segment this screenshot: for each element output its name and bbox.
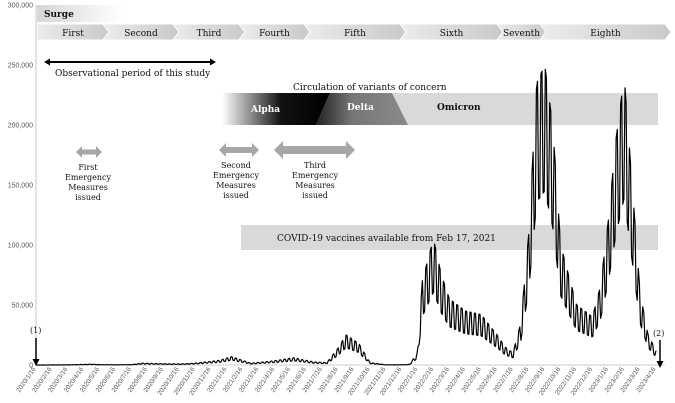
variants-title: Circulation of variants of concern: [293, 83, 447, 93]
y-tick-label: 0: [29, 363, 33, 370]
alpha-segment: [222, 93, 330, 125]
omicron-label: Omicron: [437, 103, 481, 113]
emergency1-line3: Measures: [68, 183, 108, 192]
study-period-arrow-right-head: [210, 58, 216, 66]
emergency3-line1: Third: [304, 161, 326, 170]
surge-label: Fourth: [259, 29, 290, 39]
x-tick-labels: 2020/1/162020/2/162020/3/162020/4/162020…: [15, 366, 658, 397]
surge-label: Seventh: [503, 29, 540, 39]
y-tick-labels: 0 50,000 100,000 150,000 200,000 250,000 300,0…: [8, 3, 33, 370]
delta-segment: [316, 93, 408, 125]
y-tick-label: 250,000: [8, 63, 33, 70]
daily-cases-line: [36, 68, 657, 366]
surge-chevron: [539, 23, 672, 41]
y-tick-label: 150,000: [8, 183, 33, 190]
marker-2-arrow-head: [656, 361, 664, 368]
delta-label: Delta: [347, 103, 374, 113]
emergency3-line2: Emergency: [292, 171, 338, 180]
surge-chevrons: First Second Third Fourth Fifth Sixth Seventh E…: [36, 23, 672, 41]
emergency1-line1: First: [78, 163, 98, 172]
emergency2-line3: Measures: [216, 181, 256, 190]
emergency2-line2: Emergency: [213, 171, 259, 180]
surge-label: Eighth: [590, 29, 621, 39]
emergency2-line1: Second: [221, 161, 251, 170]
emergency3-line4: issued: [302, 191, 328, 200]
emergency2-arrow: [219, 143, 259, 157]
y-tick-label: 50,000: [12, 303, 34, 310]
surge-label: Third: [197, 29, 222, 39]
alpha-label: Alpha: [250, 105, 280, 115]
surge-label: Second: [124, 29, 158, 39]
emergency1-line2: Emergency: [65, 173, 111, 182]
surge-label: First: [62, 29, 84, 39]
emergency2-line4: issued: [223, 191, 249, 200]
y-tick-label: 100,000: [8, 243, 33, 250]
y-tick-label: 200,000: [8, 123, 33, 130]
emergency3-line3: Measures: [295, 181, 335, 190]
vaccines-label: COVID-19 vaccines available from Feb 17,…: [277, 234, 496, 244]
y-tick-label: 300,000: [8, 3, 33, 10]
emergency1-line4: issued: [75, 193, 101, 202]
surge-label: Sixth: [440, 29, 464, 39]
emergency1-arrow: [76, 146, 102, 158]
marker-1-arrow-head: [32, 359, 40, 366]
surge-title-box: [37, 5, 122, 22]
marker-1-label: (1): [30, 326, 41, 335]
study-period-arrow-left-head: [44, 58, 50, 66]
surge-title: Surge: [44, 10, 74, 20]
surge-label: Fifth: [344, 29, 366, 39]
vaccines-band: [241, 225, 658, 250]
marker-2-label: (2): [653, 329, 664, 338]
study-period-label: Observational period of this study: [55, 69, 211, 79]
emergency3-arrow: [274, 141, 355, 159]
